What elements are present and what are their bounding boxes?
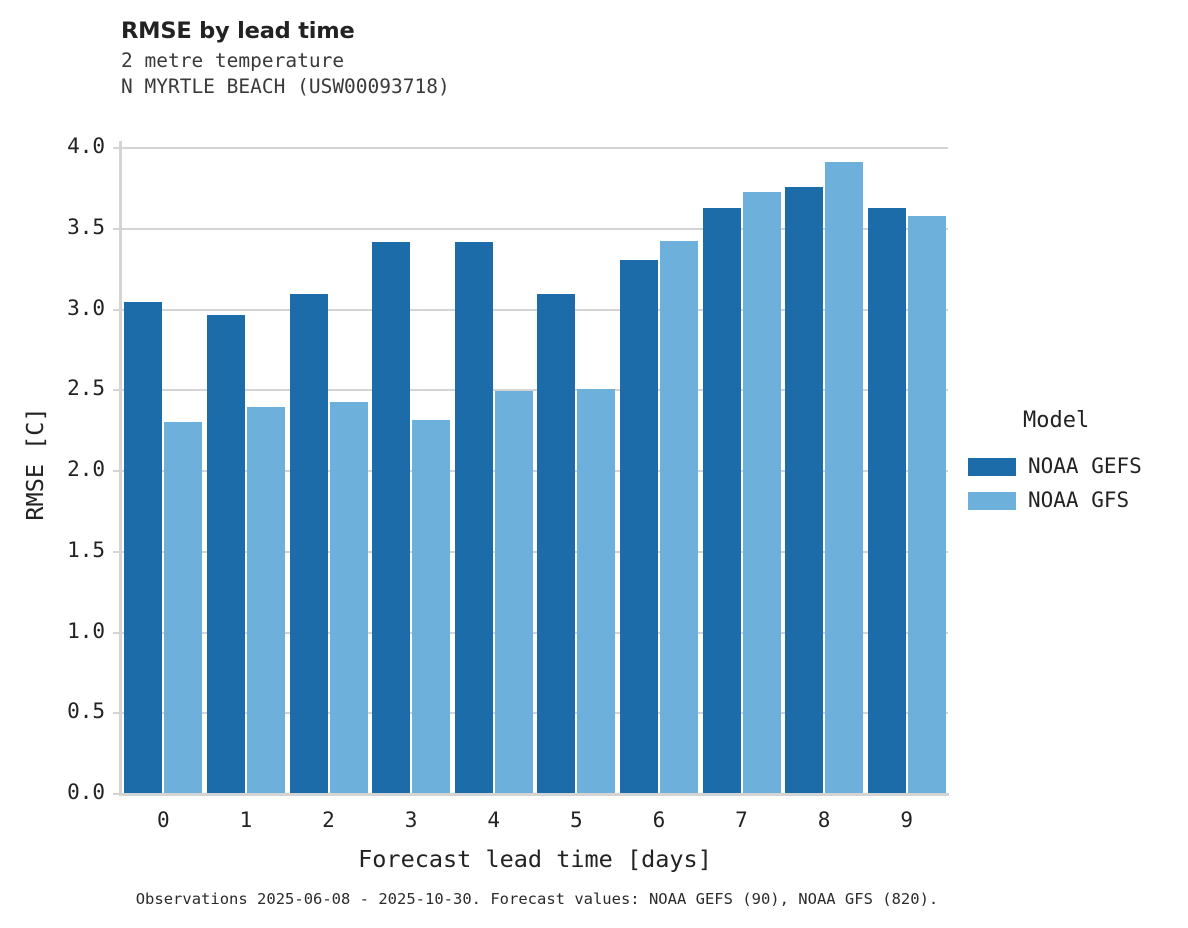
bar xyxy=(246,407,285,793)
y-axis-tick-mark xyxy=(113,389,120,392)
x-axis-title: Forecast lead time [days] xyxy=(358,845,712,873)
gridline xyxy=(122,147,948,149)
y-axis-tick-mark xyxy=(113,308,120,311)
bar xyxy=(742,192,781,793)
title-block: RMSE by lead time 2 metre temperature N … xyxy=(121,18,921,99)
y-axis-tick-mark xyxy=(113,793,120,795)
plot-area xyxy=(122,147,948,795)
bar xyxy=(825,161,864,793)
y-axis-tick-mark xyxy=(113,550,120,553)
legend-item-label: NOAA GFS xyxy=(1028,488,1130,512)
y-axis-tick-label: 0.5 xyxy=(67,699,105,724)
gridline xyxy=(122,227,948,230)
y-axis-tick-label: 1.5 xyxy=(67,537,105,562)
x-axis-tick-label: 5 xyxy=(569,808,583,832)
gridline xyxy=(122,712,948,715)
y-axis-tick-mark xyxy=(113,470,120,472)
bar xyxy=(412,419,451,793)
x-axis-tick-label: 8 xyxy=(817,808,831,832)
bar xyxy=(494,390,533,793)
y-axis-tick-label: 2.5 xyxy=(67,376,105,401)
y-axis-tick-label: 2.0 xyxy=(67,457,105,481)
bar xyxy=(124,302,163,793)
y-axis-spine xyxy=(119,141,122,796)
x-axis-tick-label: 9 xyxy=(900,808,914,832)
chart-station-label: N MYRTLE BEACH (USW00093718) xyxy=(121,74,450,98)
gridline xyxy=(122,793,948,795)
gridline xyxy=(122,550,948,553)
gridline xyxy=(122,631,948,634)
legend-title: Model xyxy=(1023,408,1090,433)
bar xyxy=(454,242,493,793)
gridline xyxy=(122,308,948,311)
y-axis-tick-mark xyxy=(113,227,120,230)
gridline xyxy=(122,389,948,392)
x-axis-tick-label: 0 xyxy=(156,808,170,832)
y-axis-title: RMSE [C] xyxy=(21,407,49,521)
x-axis-tick-label: 7 xyxy=(735,808,748,832)
bar xyxy=(619,260,658,793)
footer-note: Observations 2025-06-08 - 2025-10-30. Fo… xyxy=(135,890,939,908)
y-axis-tick-label: 0.0 xyxy=(67,780,105,804)
legend-swatch-icon xyxy=(968,492,1016,510)
bar xyxy=(206,314,245,793)
x-axis-tick-label: 4 xyxy=(487,808,501,832)
bar xyxy=(577,389,616,793)
y-axis-tick-mark xyxy=(113,147,120,149)
x-axis-tick-label: 1 xyxy=(239,808,253,832)
y-axis-tick-mark xyxy=(113,712,120,715)
bar xyxy=(907,216,946,793)
chart-subtitle: 2 metre temperature xyxy=(121,49,345,72)
y-axis-tick-label: 4.0 xyxy=(67,134,105,158)
bar xyxy=(785,187,824,793)
legend-item-label: NOAA GEFS xyxy=(1028,454,1142,478)
gridline xyxy=(122,470,948,472)
bar xyxy=(537,293,576,793)
bar xyxy=(289,293,328,793)
legend-swatch-icon xyxy=(968,458,1016,476)
y-axis-tick-labels: 4.0 3.5 3.0 2.5 2.0 1.5 1.0 0.5 0.0 xyxy=(40,0,105,928)
x-axis-tick-label: 6 xyxy=(652,808,666,832)
x-axis-tick-label: 3 xyxy=(404,808,418,832)
page-title: RMSE by lead time xyxy=(121,18,355,44)
bar xyxy=(372,242,411,793)
y-axis-tick-mark xyxy=(113,631,120,634)
y-axis-tick-label: 1.0 xyxy=(67,618,105,643)
y-axis-tick-label: 3.5 xyxy=(67,214,105,239)
bar xyxy=(702,208,741,793)
y-axis-tick-label: 3.0 xyxy=(67,295,105,320)
bar xyxy=(867,208,906,793)
bar xyxy=(329,402,368,793)
bar xyxy=(659,240,698,793)
x-axis-tick-label: 2 xyxy=(322,808,335,832)
bar xyxy=(164,421,203,793)
